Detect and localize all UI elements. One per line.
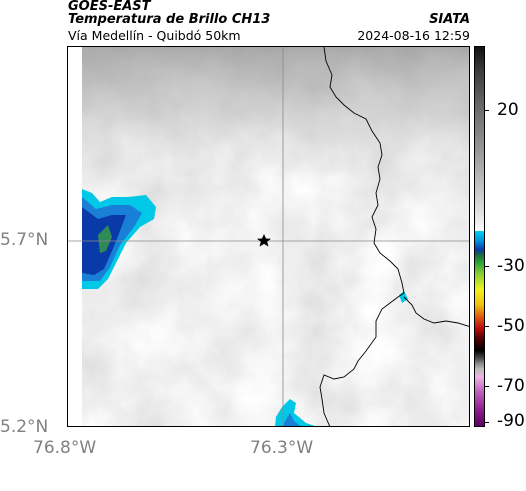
lat-tick-5-7: 5.7°N [0, 230, 49, 250]
cold-cloud-bottom-core [283, 413, 301, 426]
timestamp-label: 2024-08-16 12:59 [357, 28, 470, 43]
colorbar-tick-20 [485, 110, 489, 111]
colorbar-label-minus50: -50 [497, 316, 525, 336]
brightness-temperature-image [68, 47, 469, 426]
cold-cloud-right [399, 291, 408, 303]
colorbar-tick-minus30 [485, 266, 489, 267]
cold-cloud-bottom-outer [275, 399, 315, 426]
star-icon [257, 234, 271, 247]
department-border [319, 47, 405, 426]
satellite-map[interactable] [67, 46, 470, 427]
colorbar-label-minus70: -70 [497, 376, 525, 396]
colorbar-label-minus90: -90 [497, 411, 525, 431]
colorbar-label-minus30: -30 [497, 256, 525, 276]
satellite-title: GOES-EAST [68, 0, 151, 14]
colorbar-label-20: 20 [497, 100, 519, 120]
colorbar [474, 46, 485, 427]
lon-tick-76-3: 76.3°W [250, 438, 314, 458]
lon-tick-76-8: 76.8°W [33, 438, 97, 458]
department-border-branch [403, 296, 469, 327]
cold-cloud-left-green [98, 225, 112, 253]
warm-top-shade [82, 47, 469, 267]
colorbar-tick-minus90 [485, 422, 489, 423]
agency-label: SIATA [429, 12, 470, 27]
colorbar-tick-minus70 [485, 386, 489, 387]
lat-tick-5-2: 5.2°N [0, 417, 49, 437]
product-title: Temperatura de Brillo CH13 [68, 12, 271, 27]
region-label: Vía Medellín - Quibdó 50km [68, 28, 241, 43]
colorbar-tick-minus50 [485, 326, 489, 327]
